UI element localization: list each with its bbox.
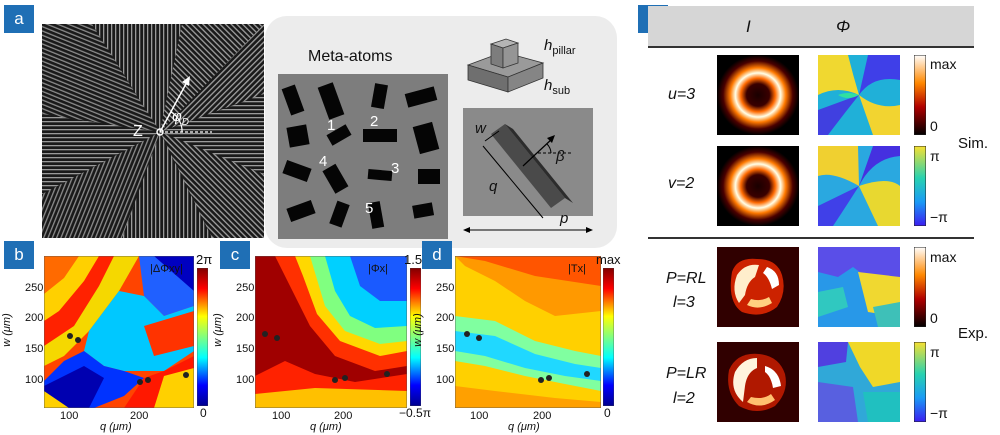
colorbar-sim-intensity bbox=[914, 55, 926, 135]
ytick-c-150: 150 bbox=[236, 343, 255, 355]
ytick-d-100: 100 bbox=[436, 374, 455, 386]
intensity-image-1 bbox=[717, 55, 799, 135]
heatmap-b bbox=[44, 256, 194, 408]
ytick-c-200: 200 bbox=[236, 312, 255, 324]
colorbar-exp-intensity bbox=[914, 247, 926, 327]
row-label-3a: P=RL bbox=[666, 270, 707, 287]
ytick-b-250: 250 bbox=[25, 282, 44, 294]
cbar-e2-pi: π bbox=[930, 148, 940, 164]
header-rule bbox=[648, 46, 974, 48]
phase-image-1 bbox=[818, 55, 900, 135]
meta-atoms-title: Meta-atoms bbox=[308, 48, 393, 65]
legend-d: |Tx| bbox=[568, 263, 586, 275]
ytick-d-150: 150 bbox=[436, 343, 455, 355]
colorbar-sim-phase bbox=[914, 146, 926, 226]
ytick-d-250: 250 bbox=[436, 282, 455, 294]
intensity-image-4 bbox=[717, 342, 799, 422]
ylabel-b: w (μm) bbox=[0, 313, 13, 347]
metasurface-pattern bbox=[42, 24, 264, 238]
row-label-3b: l=3 bbox=[673, 294, 695, 311]
cbar-d-bottom: 0 bbox=[604, 406, 611, 420]
xlabel-c: q (μm) bbox=[310, 421, 342, 433]
ytick-c-100: 100 bbox=[236, 374, 255, 386]
ylabel-c: w (μm) bbox=[211, 313, 224, 347]
beta-label: β bbox=[556, 148, 565, 165]
xtick-d-100: 100 bbox=[470, 410, 489, 422]
h-sub-label: hsub bbox=[544, 77, 571, 97]
cbar-e4-pi: π bbox=[930, 344, 940, 360]
xtick-b-100: 100 bbox=[60, 410, 79, 422]
table-header-bg bbox=[648, 6, 974, 46]
row-label-2: v=2 bbox=[668, 175, 695, 192]
phase-image-4 bbox=[818, 342, 900, 422]
phase-image-3 bbox=[818, 247, 900, 327]
atom-label-3: 3 bbox=[391, 160, 400, 177]
ytick-b-200: 200 bbox=[25, 312, 44, 324]
colorbar-d bbox=[603, 268, 614, 406]
ytick-d-200: 200 bbox=[436, 312, 455, 324]
p-label: p bbox=[560, 210, 569, 227]
xtick-c-200: 200 bbox=[334, 410, 353, 422]
ytick-b-150: 150 bbox=[25, 343, 44, 355]
cbar-d-top: max bbox=[596, 252, 621, 267]
ylabel-d: w (μm) bbox=[411, 313, 424, 347]
xlabel-d: q (μm) bbox=[508, 421, 540, 433]
xtick-b-200: 200 bbox=[130, 410, 149, 422]
panel-letter-c: c bbox=[220, 241, 250, 269]
colorbar-b bbox=[197, 268, 208, 406]
angle-label: φD bbox=[172, 108, 190, 128]
colorbar-exp-phase bbox=[914, 342, 926, 422]
atom-label-1: 1 bbox=[327, 117, 336, 134]
panel-letter-b: b bbox=[4, 241, 34, 269]
colorbar-c bbox=[410, 268, 421, 406]
cbar-e3-max: max bbox=[930, 249, 957, 265]
unit-cell-diagram bbox=[463, 108, 593, 233]
legend-c: |Φx| bbox=[368, 263, 388, 275]
cbar-b-top: 2π bbox=[196, 252, 213, 267]
cbar-e1-max: max bbox=[930, 56, 957, 72]
sim-label: Sim. bbox=[958, 135, 988, 152]
mid-rule bbox=[648, 237, 974, 239]
cbar-e2-mpi: −π bbox=[930, 209, 948, 225]
panel-letter-a: a bbox=[4, 5, 34, 33]
legend-b: |ΔΦxy| bbox=[150, 263, 183, 275]
q-label: q bbox=[489, 178, 498, 195]
xtick-d-200: 200 bbox=[533, 410, 552, 422]
panel-letter-d: d bbox=[422, 241, 452, 269]
row-label-4b: l=2 bbox=[673, 390, 695, 407]
pillar-3d-icon bbox=[466, 38, 545, 93]
intensity-image-3 bbox=[717, 247, 799, 327]
meta-atoms-square bbox=[278, 74, 448, 239]
phase-image-2 bbox=[818, 146, 900, 226]
atom-label-4: 4 bbox=[319, 153, 328, 170]
heatmap-c bbox=[255, 256, 407, 408]
col-header-I: I bbox=[746, 17, 751, 36]
col-header-Phi: Φ bbox=[836, 17, 851, 36]
atom-label-5: 5 bbox=[365, 200, 374, 217]
h-pillar-label: hpillar bbox=[544, 37, 576, 57]
cbar-e3-zero: 0 bbox=[930, 310, 938, 326]
row-label-1: u=3 bbox=[668, 86, 696, 103]
cbar-e1-zero: 0 bbox=[930, 118, 938, 134]
xlabel-b: q (μm) bbox=[100, 421, 132, 433]
row-label-4a: P=LR bbox=[666, 365, 707, 382]
cbar-c-bottom: −0.5π bbox=[399, 406, 431, 420]
ytick-c-250: 250 bbox=[236, 282, 255, 294]
center-label: Z bbox=[133, 123, 143, 140]
w-label: w bbox=[475, 120, 486, 137]
xtick-c-100: 100 bbox=[272, 410, 291, 422]
intensity-image-2 bbox=[717, 146, 799, 226]
exp-label: Exp. bbox=[958, 325, 989, 342]
cbar-b-bottom: 0 bbox=[200, 406, 207, 420]
ytick-b-100: 100 bbox=[25, 374, 44, 386]
cbar-e4-mpi: −π bbox=[930, 405, 948, 421]
heatmap-d bbox=[455, 256, 601, 408]
atom-label-2: 2 bbox=[370, 113, 379, 130]
